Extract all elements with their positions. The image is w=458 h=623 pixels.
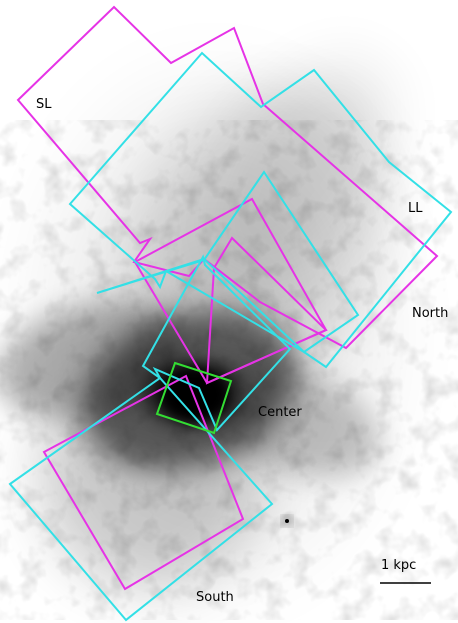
- sl-label: SL: [36, 97, 52, 112]
- center-aperture: [155, 361, 233, 435]
- ll-aperture-north: [68, 51, 453, 369]
- sl-aperture-center: [205, 236, 328, 385]
- ll-aperture-center: [141, 254, 292, 432]
- ll-label: LL: [408, 201, 423, 216]
- sl-apertures: [16, 5, 439, 591]
- ll-apertures: [8, 51, 453, 622]
- scale-label: 1 kpc: [381, 558, 417, 573]
- north-label: North: [412, 306, 449, 321]
- south-label: South: [196, 590, 234, 605]
- ll-aperture-south: [8, 376, 274, 622]
- center-label: Center: [258, 405, 302, 420]
- galaxy-image: [0, 30, 458, 623]
- sl-aperture-north-outer: [16, 5, 439, 350]
- sl-aperture-south: [42, 374, 245, 591]
